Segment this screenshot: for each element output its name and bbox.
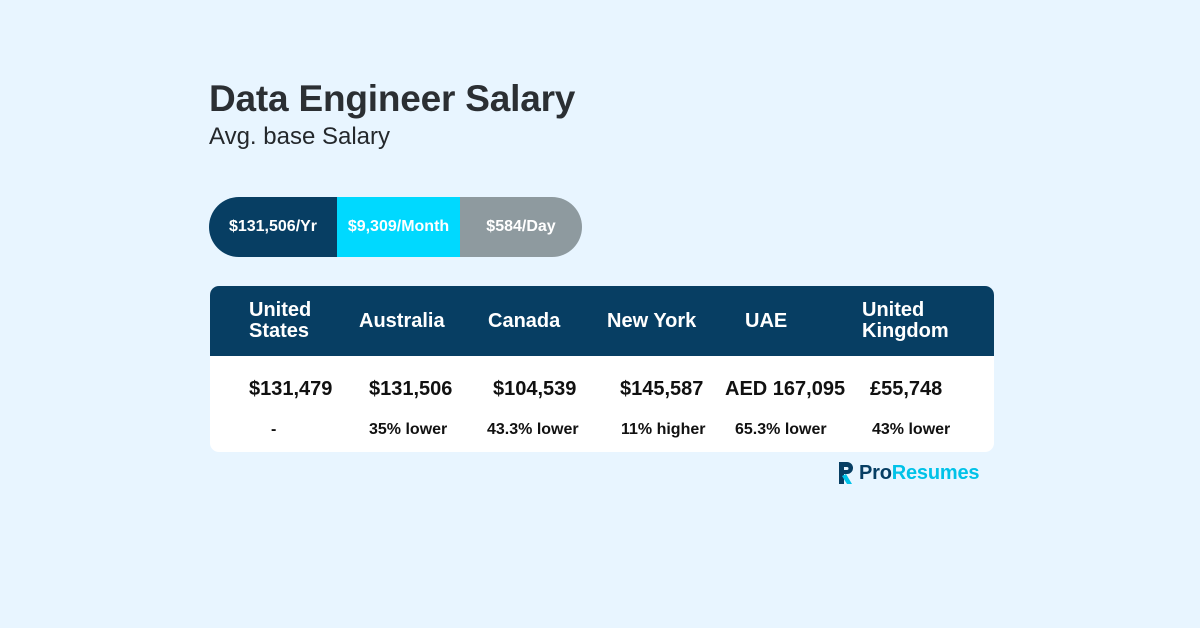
column-header-united-states: United States (249, 299, 312, 342)
column-header-australia: Australia (359, 309, 445, 332)
page-subtitle: Avg. base Salary (209, 123, 390, 150)
comparison-australia: 35% lower (369, 421, 448, 438)
proresumes-logo: ProResumes (836, 460, 979, 486)
salary-value-uae: AED 167,095 (725, 378, 846, 400)
daily-salary-pill: $584/Day (460, 197, 582, 257)
proresumes-logo-icon (839, 462, 853, 484)
column-header-canada: Canada (488, 309, 561, 332)
yearly-salary-pill: $131,506/Yr (209, 197, 337, 257)
page-title: Data Engineer Salary (209, 78, 576, 119)
comparison-united-states: - (271, 421, 277, 438)
proresumes-wordmark: ProResumes (859, 461, 980, 484)
salary-value-canada: $104,539 (493, 378, 577, 400)
salary-comparison-table: United States Australia Canada New York U… (210, 286, 994, 452)
salary-value-australia: $131,506 (369, 378, 453, 400)
salary-period-pills: $131,506/Yr $9,309/Month $584/Day (209, 197, 582, 257)
column-header-new-york: New York (607, 309, 697, 332)
comparison-uae: 65.3% lower (735, 421, 827, 438)
comparison-canada: 43.3% lower (487, 421, 579, 438)
comparison-new-york: 11% higher (621, 421, 706, 438)
comparison-united-kingdom: 43% lower (872, 421, 951, 438)
salary-value-united-states: $131,479 (249, 378, 333, 400)
monthly-salary-pill: $9,309/Month (337, 197, 460, 257)
column-header-uae: UAE (745, 309, 788, 332)
salary-value-new-york: $145,587 (620, 378, 704, 400)
column-header-united-kingdom: United Kingdom (862, 299, 949, 342)
salary-value-united-kingdom: £55,748 (870, 378, 943, 400)
table-header: United States Australia Canada New York U… (210, 286, 994, 356)
